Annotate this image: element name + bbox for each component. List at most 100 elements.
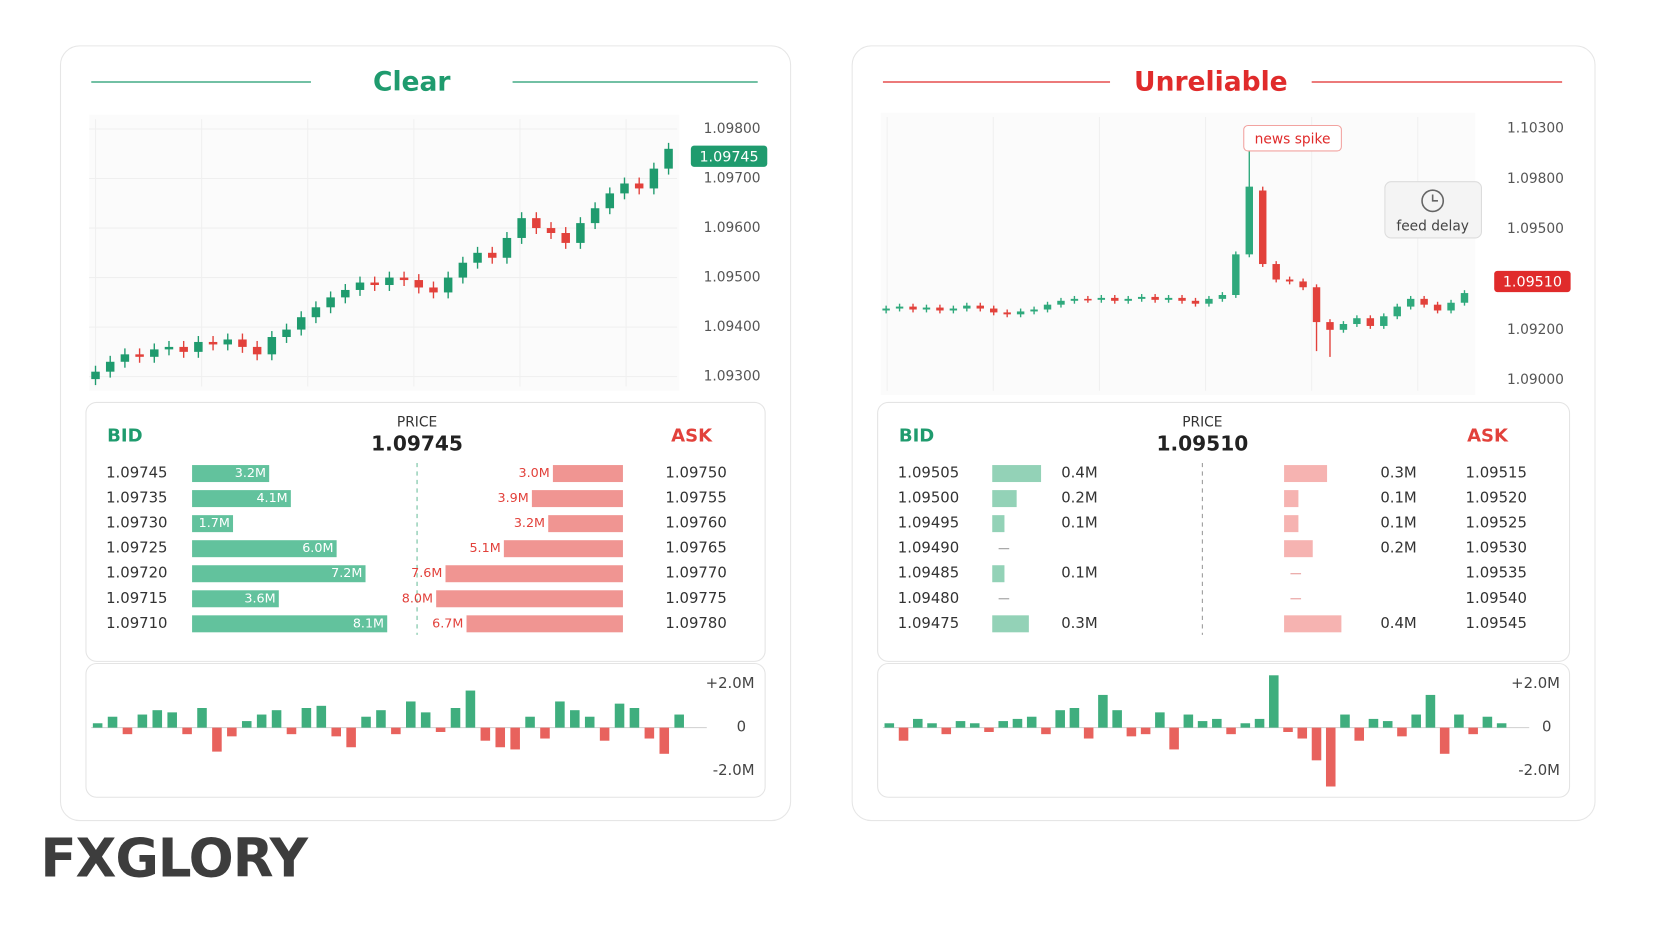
volume-bar (420, 712, 431, 728)
volume-bar (1055, 710, 1065, 728)
candle-body (135, 354, 144, 357)
candle-body (311, 307, 321, 318)
bid-price: 1.09485 (898, 564, 959, 582)
ask-size-label: 6.7M (432, 616, 463, 631)
clock-hands (1431, 194, 1438, 202)
y-tick-label: 1.09800 (704, 121, 761, 137)
candle-body (1205, 298, 1213, 304)
volume-bar (1368, 718, 1379, 728)
y-tick-label: 1.09500 (1507, 221, 1564, 237)
volume-bar (659, 727, 670, 754)
candle-body (1299, 281, 1307, 288)
ask-price: 1.09535 (1466, 564, 1527, 582)
ask-price: 1.09545 (1466, 614, 1527, 632)
candle-body (1057, 300, 1065, 305)
bid-size-bar (992, 515, 1005, 533)
bid-size-bar (192, 490, 291, 508)
ask-price: 1.09540 (1466, 589, 1527, 607)
candle-body (1460, 293, 1469, 303)
candle-body (949, 308, 958, 311)
volume-tick-label: -2.0M (1518, 761, 1560, 779)
candle-body (341, 289, 350, 298)
volume-bar (137, 714, 148, 728)
ask-size-label: 0.2M (1380, 539, 1416, 557)
bid-size-label: 6.0M (302, 541, 333, 556)
candle-body (488, 252, 497, 258)
y-tick-label: 1.10300 (1507, 121, 1564, 137)
volume-bar (241, 721, 252, 728)
candle-body (1353, 318, 1361, 325)
candle-body (1070, 298, 1079, 301)
volume-bar (167, 712, 177, 728)
candle-body (909, 306, 917, 310)
volume-bar (884, 723, 895, 728)
bid-price: 1.09710 (106, 614, 167, 632)
candle-body (105, 361, 115, 372)
bid-size-label: 0.4M (1061, 464, 1097, 482)
ask-size-bar (1284, 515, 1299, 533)
ask-size-label: 3.9M (497, 491, 528, 506)
bid-price: 1.09475 (898, 614, 959, 632)
candle-body (1339, 324, 1348, 330)
y-tick-label: 1.09800 (1507, 171, 1564, 187)
candle-body (561, 233, 570, 243)
bid-price: 1.09725 (106, 539, 167, 557)
candle-body (1111, 297, 1119, 301)
bid-size-label: 0.3M (1061, 614, 1097, 632)
candle-body (1447, 302, 1455, 311)
volume-bar (941, 727, 952, 735)
volume-bar (391, 727, 401, 735)
ask-size-label: 0.1M (1380, 514, 1416, 532)
candle-body (1272, 264, 1280, 280)
ask-size-label: 0.4M (1380, 614, 1416, 632)
bid-header: BID (107, 425, 142, 446)
candle-body (238, 339, 247, 347)
candle-body (1084, 298, 1092, 301)
candle-body (1245, 186, 1253, 255)
y-tick-label: 1.09500 (704, 270, 761, 286)
ask-price: 1.09515 (1466, 464, 1527, 482)
volume-bar (450, 708, 461, 728)
volume-bar (898, 727, 909, 741)
volume-bar (629, 708, 640, 728)
bid-size-label: 0.1M (1061, 514, 1097, 532)
brand-logo: FXGLORY (40, 828, 308, 890)
candle-body (385, 277, 394, 286)
ask-price: 1.09520 (1466, 489, 1527, 507)
volume-bar (984, 727, 994, 732)
volume-bar (1083, 727, 1094, 739)
volume-bar (1382, 721, 1393, 728)
candle-body (976, 305, 984, 309)
bid-size-bar (192, 565, 366, 583)
candle-body (546, 228, 556, 234)
bid-size-label: 3.6M (244, 591, 275, 606)
volume-bar (955, 721, 966, 728)
volume-box (85, 662, 766, 798)
bid-header: BID (899, 425, 934, 446)
volume-bar (480, 727, 491, 741)
ask-price: 1.09770 (665, 564, 726, 582)
volume-bar (1041, 727, 1051, 735)
candle-body (649, 168, 659, 189)
candle-body (1259, 190, 1267, 265)
candle-body (1312, 287, 1321, 323)
volume-bar (286, 727, 297, 735)
y-tick-label: 1.09000 (1507, 372, 1564, 388)
volume-bar (1340, 714, 1350, 728)
volume-bar (1240, 723, 1251, 728)
volume-bar (1325, 727, 1336, 787)
volume-bar (182, 727, 192, 735)
candle-body (882, 308, 890, 311)
volume-bar (227, 727, 237, 737)
volume-bar (510, 727, 520, 750)
candle-body (1124, 298, 1132, 301)
candle-body (267, 337, 277, 355)
volume-bar (495, 727, 506, 748)
mid-price: 1.09510 (1156, 431, 1248, 455)
candle-body (120, 354, 130, 362)
bid-size-bar (992, 615, 1029, 633)
ask-price: 1.09525 (1466, 514, 1527, 532)
ask-header: ASK (671, 425, 713, 446)
volume-bar (107, 716, 118, 728)
candle-body (414, 280, 424, 288)
